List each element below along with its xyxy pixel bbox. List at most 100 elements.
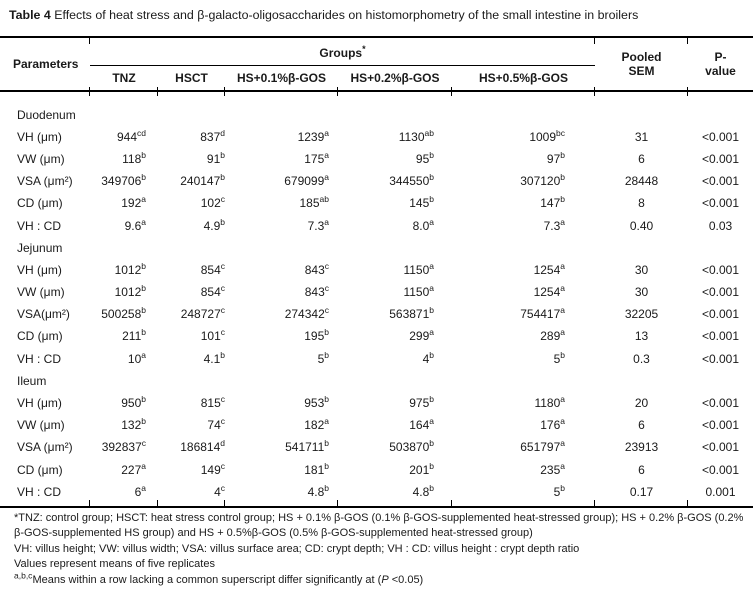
value-cell: 95b: [415, 149, 434, 166]
column-header-tnz: TNZ: [112, 70, 136, 85]
p-value-cell: <0.001: [701, 351, 740, 366]
column-header-pooled-sem: Pooled SEM: [621, 49, 662, 78]
rule-tick: [157, 87, 159, 96]
value-cell: 176a: [540, 416, 566, 433]
column-header-hs-0-1-gos: HS+0.1%β-GOS: [236, 70, 327, 85]
superscript-letter: a: [560, 305, 566, 316]
superscript-letter: b: [560, 194, 566, 205]
p-value-cell: <0.001: [701, 329, 740, 344]
pooled-sem-cell: 30: [634, 285, 649, 300]
superscript-letter: a: [429, 283, 434, 294]
parameter-label: CD (μm): [17, 329, 63, 344]
superscript-letter: b: [429, 460, 434, 471]
superscript-letter: b: [429, 438, 434, 449]
superscript-letter: c: [324, 260, 329, 271]
value-cell: 1180a: [534, 394, 566, 411]
value-cell: 651797a: [520, 438, 566, 455]
value-cell: 307120b: [520, 172, 566, 189]
footnote-significance: a,b,cMeans within a row lacking a common…: [14, 569, 424, 586]
p-value-cell: <0.001: [701, 440, 740, 455]
value-cell: 145b: [409, 194, 434, 211]
superscript-letter: c: [220, 327, 225, 338]
parameter-label: VSA (μm²): [17, 440, 73, 455]
section-name: Jejunum: [17, 240, 63, 255]
superscript-letter: b: [429, 149, 434, 160]
p-value-cell: 0.001: [705, 484, 736, 499]
table-row: VSA (μm²) 392837c 186814d 541711b 503870b 651…: [0, 436, 753, 458]
rule-tick: [337, 87, 339, 96]
p-value-cell: <0.001: [701, 307, 740, 322]
value-cell: 953b: [304, 394, 329, 411]
superscript-letter: c: [324, 283, 329, 294]
superscript-letter: c: [220, 260, 225, 271]
value-cell: 182a: [304, 416, 329, 433]
superscript-letter: b: [560, 482, 566, 493]
value-cell: 240147b: [180, 172, 225, 189]
superscript-letter: a: [429, 260, 434, 271]
value-cell: 1239a: [297, 127, 329, 144]
superscript-letter: a: [560, 216, 566, 227]
value-cell: 4c: [214, 482, 225, 499]
superscript-letter: a: [141, 216, 146, 227]
value-cell: 854c: [200, 283, 225, 300]
value-cell: 97b: [546, 149, 566, 166]
table-caption: Table 4 Effects of heat stress and β-gal…: [0, 0, 753, 23]
superscript-letter: b: [141, 394, 146, 405]
footnote-superscript-letters: a,b,c: [14, 569, 33, 580]
table-row: VW (μm) 132b 74c 182a 164a 176a 6 <0.001: [0, 414, 753, 436]
value-cell: 950b: [121, 394, 146, 411]
value-cell: 843c: [304, 283, 329, 300]
value-cell: 164a: [409, 416, 434, 433]
p-value-cell: <0.001: [701, 196, 740, 211]
superscript-letter: a: [429, 216, 434, 227]
value-cell: 1254a: [533, 260, 566, 277]
p-value-cell: <0.001: [701, 129, 740, 144]
value-cell: 563871b: [389, 305, 434, 322]
superscript-letter: b: [141, 283, 146, 294]
superscript-letter: d: [220, 438, 225, 449]
parameter-label: CD (μm): [17, 462, 63, 477]
value-cell: 1130ab: [398, 127, 434, 144]
pooled-sem-cell: 13: [634, 329, 649, 344]
value-cell: 181b: [304, 460, 329, 477]
value-cell: 1254a: [533, 283, 566, 300]
rule-tick: [687, 499, 689, 507]
superscript-letter: b: [141, 416, 146, 427]
superscript-letter: c: [220, 305, 225, 316]
superscript-letter: b: [141, 260, 146, 271]
value-cell: 349706b: [101, 172, 146, 189]
superscript-letter: a: [324, 172, 329, 183]
superscript-letter: d: [220, 127, 225, 138]
superscript-letter: a: [324, 127, 329, 138]
superscript-letter: a: [141, 460, 146, 471]
column-header-groups: Groups*: [90, 37, 596, 66]
pooled-sem-cell: 28448: [624, 174, 659, 189]
value-cell: 91b: [206, 149, 225, 166]
superscript-letter: b: [429, 305, 434, 316]
superscript-letter: a: [560, 260, 566, 271]
rule-tick: [687, 38, 689, 44]
table-row: CD (μm) 192a 102c 185ab 145b 147b 8 <0.001: [0, 192, 753, 214]
superscript-letter: a: [141, 194, 146, 205]
superscript-letter: c: [220, 283, 225, 294]
superscript-letter: b: [429, 349, 434, 360]
value-cell: 4.1b: [203, 349, 225, 366]
value-cell: 175a: [304, 149, 329, 166]
superscript-letter: b: [141, 305, 146, 316]
superscript-letter: b: [220, 349, 225, 360]
superscript-letter: c: [141, 438, 146, 449]
value-cell: 1012b: [114, 283, 146, 300]
rule-tick: [224, 499, 226, 507]
table-row: VW (μm) 1012b 854c 843c 1150a 1254a 30 <0.001: [0, 281, 753, 303]
superscript-letter: a: [429, 416, 434, 427]
parameter-label: VH : CD: [17, 351, 62, 366]
superscript-letter: b: [324, 327, 329, 338]
rule-tick: [89, 87, 91, 96]
table-row: VH (μm) 944cd 837d 1239a 1130ab 1009bc 31 <0.00…: [0, 126, 753, 148]
p-value-cell: <0.001: [701, 418, 740, 433]
value-cell: 815c: [200, 394, 225, 411]
parameter-label: VW (μm): [17, 418, 65, 433]
value-cell: 299a: [409, 327, 434, 344]
superscript-letter: b: [429, 172, 434, 183]
value-cell: 1009bc: [529, 127, 566, 144]
